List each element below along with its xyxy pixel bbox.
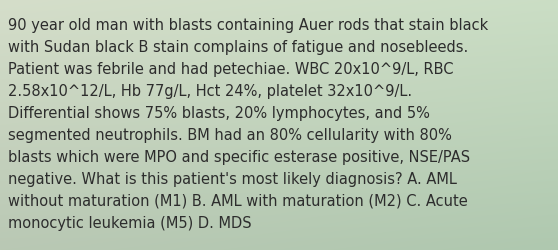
- Text: 2.58x10^12/L, Hb 77g/L, Hct 24%, platelet 32x10^9/L.: 2.58x10^12/L, Hb 77g/L, Hct 24%, platele…: [8, 84, 412, 98]
- Text: monocytic leukemia (M5) D. MDS: monocytic leukemia (M5) D. MDS: [8, 215, 252, 230]
- Text: without maturation (M1) B. AML with maturation (M2) C. Acute: without maturation (M1) B. AML with matu…: [8, 193, 468, 208]
- Text: Differential shows 75% blasts, 20% lymphocytes, and 5%: Differential shows 75% blasts, 20% lymph…: [8, 106, 430, 120]
- Text: with Sudan black B stain complains of fatigue and nosebleeds.: with Sudan black B stain complains of fa…: [8, 40, 468, 55]
- Text: segmented neutrophils. BM had an 80% cellularity with 80%: segmented neutrophils. BM had an 80% cel…: [8, 128, 452, 142]
- Text: 90 year old man with blasts containing Auer rods that stain black: 90 year old man with blasts containing A…: [8, 18, 488, 33]
- Text: Patient was febrile and had petechiae. WBC 20x10^9/L, RBC: Patient was febrile and had petechiae. W…: [8, 62, 454, 77]
- Text: negative. What is this patient's most likely diagnosis? A. AML: negative. What is this patient's most li…: [8, 171, 457, 186]
- Text: blasts which were MPO and specific esterase positive, NSE/PAS: blasts which were MPO and specific ester…: [8, 150, 470, 164]
